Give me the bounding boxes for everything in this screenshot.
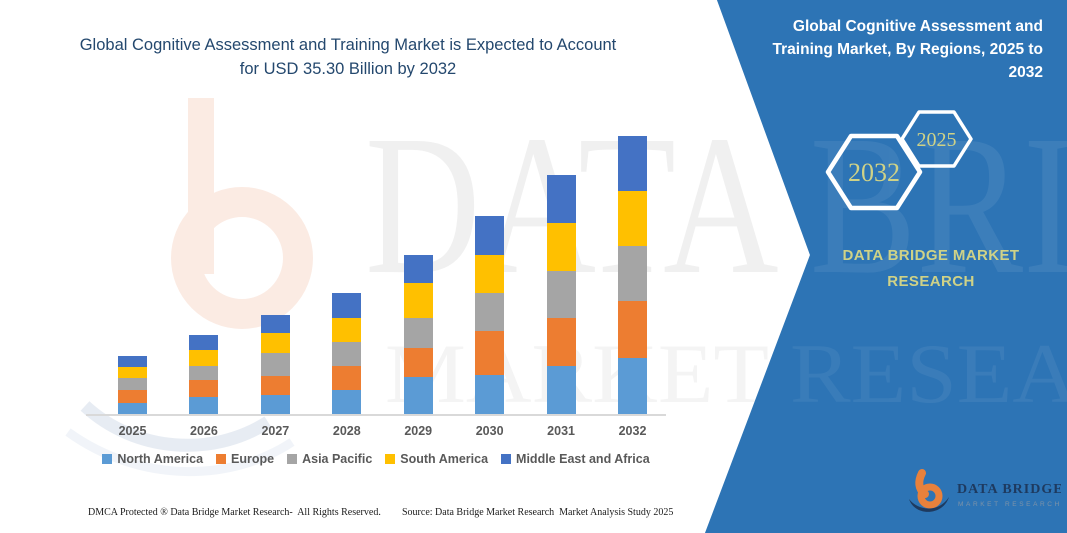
x-axis-label-2026: 2026 <box>190 424 218 438</box>
brand-text: DATA BRIDGE MARKET RESEARCH <box>842 247 1020 290</box>
logo-swoosh-icon <box>909 497 949 512</box>
bar-segment-south-america-2030 <box>475 254 505 293</box>
bar-segment-europe-2029 <box>403 347 433 377</box>
bar-segment-asia-pacific-2031 <box>546 271 576 318</box>
chart-title: Global Cognitive Assessment and Training… <box>79 36 617 78</box>
logo-b-bowl-icon <box>917 483 943 509</box>
legend-item-asia-pacific: Asia Pacific <box>287 452 372 466</box>
bar-segment-europe-2026 <box>189 380 219 397</box>
x-axis-label-2028: 2028 <box>332 424 361 438</box>
bar-segment-middle-east-and-africa-2031 <box>546 174 576 224</box>
x-axis-label-2032: 2032 <box>618 424 647 438</box>
bar-segment-north-america-2026 <box>189 396 219 414</box>
bar-segment-north-america-2028 <box>332 389 362 414</box>
dmca-notice: DMCA Protected ® Data Bridge Market Rese… <box>88 507 381 518</box>
legend-item-north-america: North America <box>102 452 203 466</box>
bar-segment-middle-east-and-africa-2030 <box>475 216 505 255</box>
bar-segment-asia-pacific-2027 <box>260 353 290 377</box>
bar-segment-middle-east-and-africa-2028 <box>332 292 362 318</box>
legend-item-europe: Europe <box>216 452 274 466</box>
x-axis-line <box>86 414 666 416</box>
legend-swatch-icon <box>287 454 298 464</box>
bar-segment-middle-east-and-africa-2029 <box>403 254 433 284</box>
hexagon-year-small: 2025 <box>917 129 957 151</box>
legend-label: North America <box>117 452 204 466</box>
panel-title: Global Cognitive Assessment and Training… <box>772 18 1043 81</box>
bar-segment-europe-2025 <box>118 390 147 403</box>
bar-segment-europe-2027 <box>260 376 290 396</box>
bar-segment-europe-2031 <box>546 317 576 366</box>
bar-segment-south-america-2032 <box>618 191 647 247</box>
legend-swatch-icon <box>216 454 227 464</box>
bar-segment-north-america-2031 <box>546 365 576 414</box>
bar-segment-south-america-2025 <box>118 366 147 378</box>
bar-segment-middle-east-and-africa-2026 <box>189 335 219 351</box>
chart-legend: North America Europe Asia Pacific South Ame… <box>80 452 672 466</box>
logo-wordmark: DATA BRIDGE <box>957 482 1061 497</box>
legend-label: Middle East and Africa <box>516 452 650 466</box>
bar-segment-asia-pacific-2026 <box>189 365 219 381</box>
x-axis-label-2027: 2027 <box>261 424 290 438</box>
x-axis-label-2031: 2031 <box>547 424 575 438</box>
bar-segment-south-america-2027 <box>260 332 290 354</box>
year-hexagons: 2032 2025 <box>825 110 973 211</box>
legend-label: South America <box>400 452 489 466</box>
bar-segment-south-america-2028 <box>332 317 362 343</box>
bar-segment-middle-east-and-africa-2032 <box>618 135 647 192</box>
hexagon-2025 <box>900 110 973 168</box>
logo-tagline: MARKET RESEARCH <box>958 501 1061 508</box>
bar-segment-asia-pacific-2028 <box>332 342 362 366</box>
dbmr-logo: DATA BRIDGE MARKET RESEARCH <box>909 469 1061 512</box>
hexagon-year-large: 2032 <box>848 158 900 187</box>
bar-segment-europe-2028 <box>332 365 362 390</box>
legend-item-middle-east-and-africa: Middle East and Africa <box>501 452 650 466</box>
x-axis-label-2030: 2030 <box>475 424 504 438</box>
bar-segment-north-america-2027 <box>260 395 290 414</box>
bar-segment-europe-2030 <box>475 331 505 376</box>
bar-segment-europe-2032 <box>618 301 647 359</box>
bar-segment-asia-pacific-2030 <box>475 292 505 332</box>
bar-segment-south-america-2031 <box>546 223 576 272</box>
bar-segment-south-america-2026 <box>189 350 219 366</box>
legend-swatch-icon <box>102 454 113 464</box>
bar-segment-asia-pacific-2025 <box>118 377 147 391</box>
bar-segment-north-america-2029 <box>403 376 433 414</box>
bar-segment-middle-east-and-africa-2027 <box>260 314 290 333</box>
bar-segment-north-america-2025 <box>118 402 147 414</box>
legend-swatch-icon <box>501 454 512 464</box>
bar-segment-asia-pacific-2029 <box>403 317 433 348</box>
bar-segment-north-america-2030 <box>475 375 505 414</box>
bar-segment-south-america-2029 <box>403 283 433 318</box>
legend-item-south-america: South America <box>385 452 488 466</box>
legend-label: Europe <box>231 452 275 466</box>
legend-label: Asia Pacific <box>302 452 373 466</box>
bar-segment-middle-east-and-africa-2025 <box>118 355 147 367</box>
x-axis-label-2029: 2029 <box>404 424 433 438</box>
x-axis-label-2025: 2025 <box>118 424 147 438</box>
legend-swatch-icon <box>385 454 396 464</box>
hexagon-2032 <box>825 133 923 211</box>
source-note: Source: Data Bridge Market Research Mark… <box>402 507 674 518</box>
bar-segment-asia-pacific-2032 <box>618 246 647 302</box>
bar-segment-north-america-2032 <box>618 358 647 414</box>
